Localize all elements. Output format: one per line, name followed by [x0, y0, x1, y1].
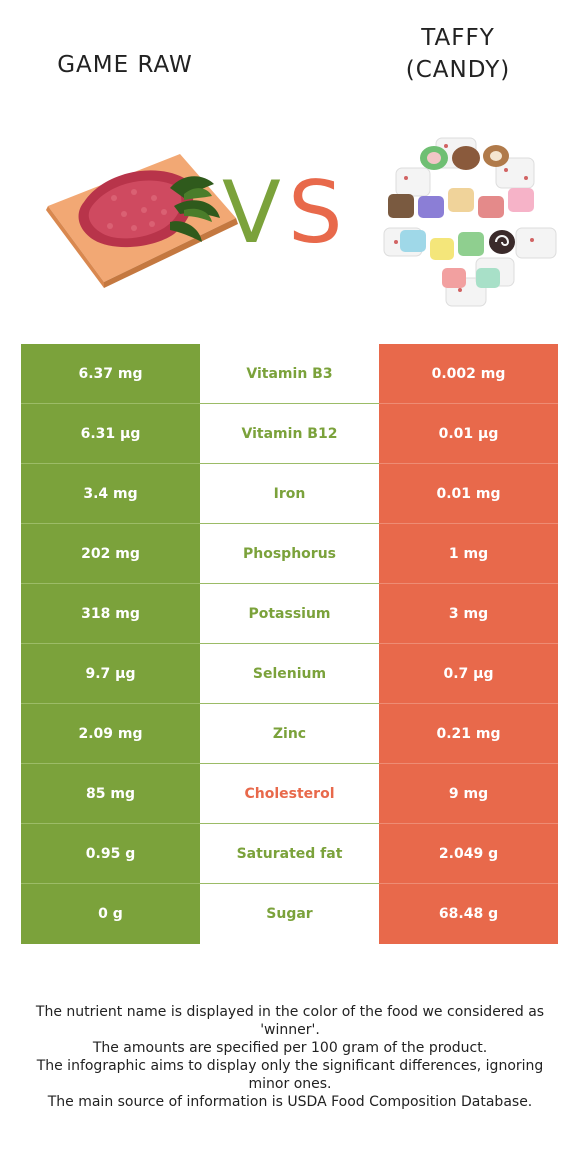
right-value: 9 mg [379, 764, 558, 824]
table-row: 6.31 µg Vitamin B12 0.01 µg [21, 404, 558, 464]
table-row: 202 mg Phosphorus 1 mg [21, 524, 558, 584]
left-value: 6.31 µg [21, 404, 200, 464]
left-value: 2.09 mg [21, 704, 200, 764]
table-row: 0.95 g Saturated fat 2.049 g [21, 824, 558, 884]
right-value: 0.01 µg [379, 404, 558, 464]
left-value: 85 mg [21, 764, 200, 824]
table-row: 85 mg Cholesterol 9 mg [21, 764, 558, 824]
right-food-title: TAFFY (CANDY) [358, 22, 558, 86]
left-value: 318 mg [21, 584, 200, 644]
left-value: 9.7 µg [21, 644, 200, 704]
left-value: 0 g [21, 884, 200, 944]
table-row: 0 g Sugar 68.48 g [21, 884, 558, 944]
table-row: 318 mg Potassium 3 mg [21, 584, 558, 644]
right-food-title-line2: (CANDY) [405, 57, 511, 83]
right-value: 0.21 mg [379, 704, 558, 764]
table-row: 9.7 µg Selenium 0.7 µg [21, 644, 558, 704]
table-row: 3.4 mg Iron 0.01 mg [21, 464, 558, 524]
nutrient-name: Sugar [200, 884, 379, 944]
vs-v-letter: V [222, 163, 281, 263]
taffy-candy-image [383, 137, 557, 307]
footer-notes: The nutrient name is displayed in the co… [18, 1003, 562, 1111]
left-value: 3.4 mg [21, 464, 200, 524]
nutrient-name: Vitamin B12 [200, 404, 379, 464]
right-value: 0.01 mg [379, 464, 558, 524]
footer-line-aims: The infographic aims to display only the… [36, 1058, 544, 1092]
nutrient-name: Phosphorus [200, 524, 379, 584]
left-food-title: GAME RAW [57, 52, 193, 78]
nutrient-name: Cholesterol [200, 764, 379, 824]
right-value: 2.049 g [379, 824, 558, 884]
nutrient-name: Iron [200, 464, 379, 524]
right-value: 0.002 mg [379, 344, 558, 404]
nutrient-name: Saturated fat [200, 824, 379, 884]
footer-line-source: The main source of information is USDA F… [47, 1094, 533, 1110]
right-food-title-line1: TAFFY [421, 25, 495, 51]
footer-line-winner: The nutrient name is displayed in the co… [35, 1004, 545, 1038]
table-row: 6.37 mg Vitamin B3 0.002 mg [21, 344, 558, 404]
right-value: 68.48 g [379, 884, 558, 944]
table-row: 2.09 mg Zinc 0.21 mg [21, 704, 558, 764]
vs-label: V S [218, 168, 358, 258]
right-value: 0.7 µg [379, 644, 558, 704]
footer-line-amounts: The amounts are specified per 100 gram o… [92, 1040, 488, 1056]
comparison-table: 6.37 mg Vitamin B3 0.002 mg 6.31 µg Vitamin … [21, 344, 558, 944]
game-raw-image [46, 154, 238, 288]
nutrient-name: Zinc [200, 704, 379, 764]
left-value: 0.95 g [21, 824, 200, 884]
left-value: 202 mg [21, 524, 200, 584]
nutrient-name: Vitamin B3 [200, 344, 379, 404]
left-value: 6.37 mg [21, 344, 200, 404]
nutrient-name: Potassium [200, 584, 379, 644]
right-value: 3 mg [379, 584, 558, 644]
vs-s-letter: S [288, 163, 343, 263]
right-value: 1 mg [379, 524, 558, 584]
nutrient-name: Selenium [200, 644, 379, 704]
